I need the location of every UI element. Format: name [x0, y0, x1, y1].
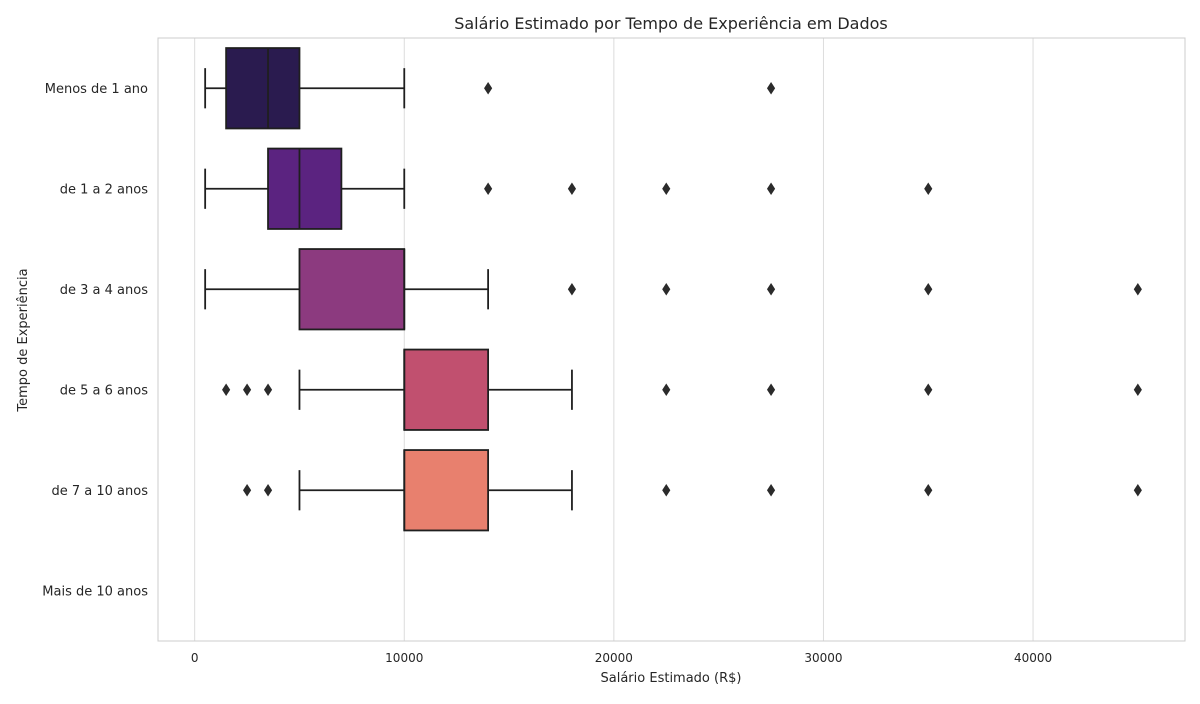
- box-group: [204, 47, 776, 130]
- x-tick-label: 0: [191, 651, 199, 665]
- y-tick-label: de 5 a 6 anos: [60, 383, 148, 398]
- outlier-point: [1133, 484, 1142, 497]
- plot-frame: [157, 37, 1186, 642]
- chart-title: Salário Estimado por Tempo de Experiênci…: [454, 14, 888, 33]
- y-axis-label: Tempo de Experiência: [16, 268, 31, 412]
- outlier-point: [484, 82, 493, 95]
- outlier-point: [263, 383, 273, 396]
- outlier-point: [242, 383, 252, 396]
- x-axis-label: Salário Estimado (R$): [601, 671, 742, 686]
- outlier-point: [924, 484, 933, 497]
- plot-area: 0 10000 20000 30000 40000 Menos de 1 ano de 1 …: [42, 37, 1186, 665]
- outlier-point: [766, 182, 776, 195]
- x-tick-label: 30000: [804, 651, 842, 665]
- iqr-box: [225, 47, 301, 130]
- y-tick-label: de 3 a 4 anos: [60, 283, 148, 298]
- outlier-point: [924, 182, 933, 195]
- outlier-point: [242, 484, 252, 497]
- iqr-box: [403, 449, 490, 532]
- y-tick-label: Mais de 10 anos: [42, 584, 148, 599]
- y-tick-label: de 7 a 10 anos: [52, 484, 149, 499]
- outlier-point: [484, 182, 493, 195]
- outlier-point: [766, 484, 776, 497]
- box-group: [204, 248, 1142, 331]
- outlier-point: [662, 484, 671, 497]
- outlier-point: [662, 283, 671, 296]
- x-tick-label: 10000: [385, 651, 423, 665]
- outlier-point: [263, 484, 273, 497]
- box-group: [222, 348, 1142, 431]
- outlier-point: [567, 283, 577, 296]
- box-group: [242, 449, 1142, 532]
- x-tick-label: 20000: [595, 651, 633, 665]
- iqr-box: [403, 348, 490, 431]
- outlier-point: [662, 182, 671, 195]
- outlier-point: [766, 283, 776, 296]
- outlier-point: [222, 383, 231, 396]
- outlier-point: [1133, 283, 1142, 296]
- iqr-box: [298, 248, 406, 331]
- outlier-point: [924, 383, 933, 396]
- outlier-point: [766, 383, 776, 396]
- outlier-point: [766, 82, 776, 95]
- outlier-point: [662, 383, 671, 396]
- box-group: [204, 147, 933, 230]
- y-tick-label: Menos de 1 ano: [45, 82, 148, 97]
- outlier-point: [567, 182, 577, 195]
- y-tick-label: de 1 a 2 anos: [60, 182, 148, 197]
- outlier-point: [924, 283, 933, 296]
- iqr-box: [267, 147, 343, 230]
- x-tick-label: 40000: [1014, 651, 1052, 665]
- outlier-point: [1133, 383, 1142, 396]
